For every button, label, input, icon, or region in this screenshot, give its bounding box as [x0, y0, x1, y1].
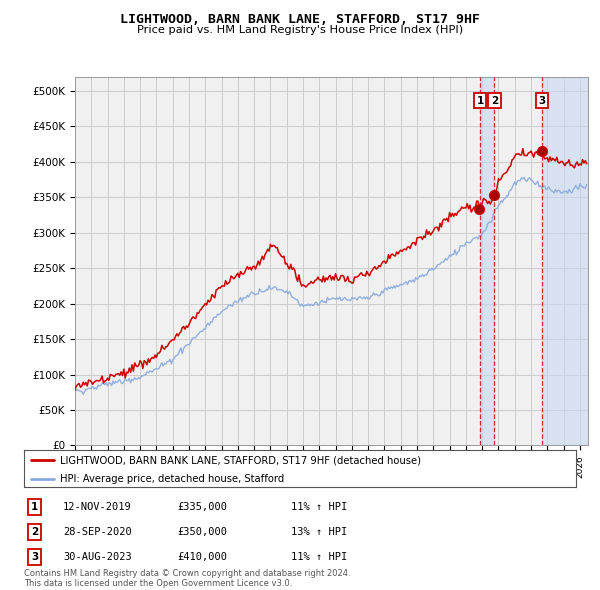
Bar — [480, 77, 494, 445]
Text: Price paid vs. HM Land Registry's House Price Index (HPI): Price paid vs. HM Land Registry's House … — [137, 25, 463, 35]
Text: £410,000: £410,000 — [177, 552, 227, 562]
Text: 3: 3 — [31, 552, 38, 562]
Text: 3: 3 — [538, 96, 545, 106]
Text: 1: 1 — [476, 96, 484, 106]
Text: 11% ↑ HPI: 11% ↑ HPI — [291, 552, 347, 562]
Text: HPI: Average price, detached house, Stafford: HPI: Average price, detached house, Staf… — [60, 474, 284, 484]
Text: 12-NOV-2019: 12-NOV-2019 — [63, 503, 132, 512]
Text: LIGHTWOOD, BARN BANK LANE, STAFFORD, ST17 9HF: LIGHTWOOD, BARN BANK LANE, STAFFORD, ST1… — [120, 13, 480, 26]
Text: Contains HM Land Registry data © Crown copyright and database right 2024.
This d: Contains HM Land Registry data © Crown c… — [24, 569, 350, 588]
Text: 2: 2 — [491, 96, 498, 106]
Text: £350,000: £350,000 — [177, 527, 227, 537]
Text: 30-AUG-2023: 30-AUG-2023 — [63, 552, 132, 562]
Text: 13% ↑ HPI: 13% ↑ HPI — [291, 527, 347, 537]
Bar — [542, 77, 588, 445]
Text: LIGHTWOOD, BARN BANK LANE, STAFFORD, ST17 9HF (detached house): LIGHTWOOD, BARN BANK LANE, STAFFORD, ST1… — [60, 455, 421, 466]
Text: 11% ↑ HPI: 11% ↑ HPI — [291, 503, 347, 512]
Text: £335,000: £335,000 — [177, 503, 227, 512]
Text: 28-SEP-2020: 28-SEP-2020 — [63, 527, 132, 537]
Text: 2: 2 — [31, 527, 38, 537]
Text: 1: 1 — [31, 503, 38, 512]
